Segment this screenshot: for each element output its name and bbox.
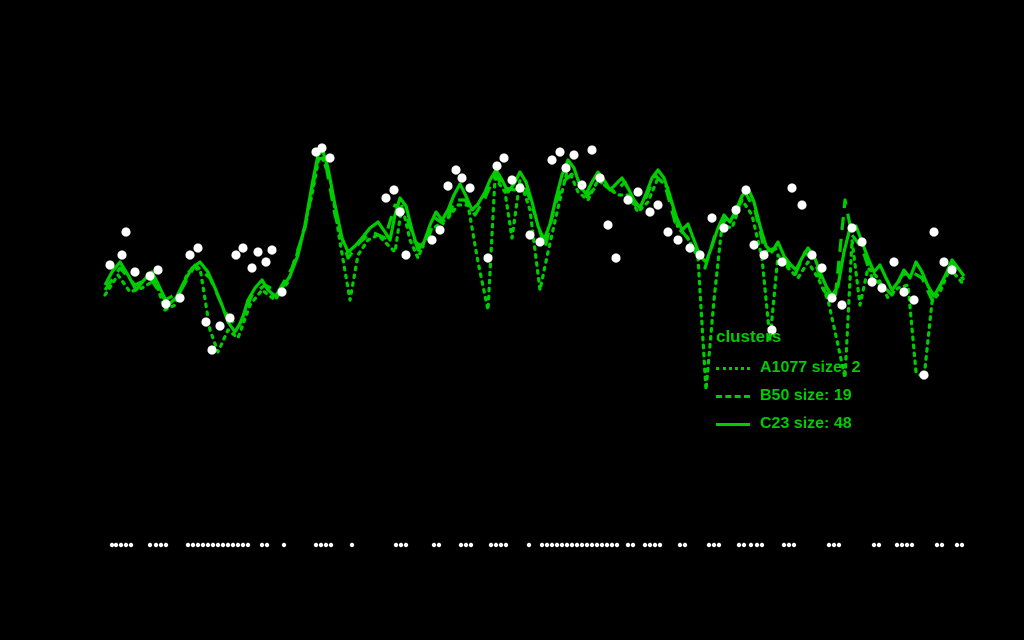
legend-title: clusters (716, 327, 782, 346)
legend-entry-label: A1077 size: 2 (760, 359, 861, 376)
dotted-line-key-icon (716, 366, 750, 370)
dashed-line-key-icon (716, 394, 750, 398)
solid-line-key-icon (716, 422, 750, 426)
legend-entry-a1077: A1077 size: 2 (716, 354, 861, 382)
legend-entry-c23: C23 size: 48 (716, 410, 861, 438)
legend-entry-b50: B50 size: 19 (716, 382, 861, 410)
chart-legend: clusters A1077 size: 2 B50 size: 19 C23 … (716, 326, 861, 438)
legend-entry-label: B50 size: 19 (760, 387, 852, 404)
legend-entry-label: C23 size: 48 (760, 415, 852, 432)
